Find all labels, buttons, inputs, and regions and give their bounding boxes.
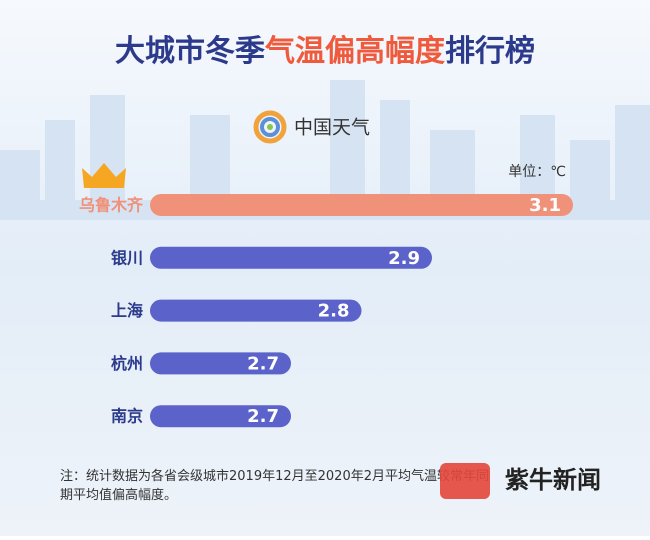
- bar: [150, 405, 291, 428]
- logo-text: 中国天气: [294, 117, 370, 139]
- value-label: 2.7: [247, 353, 279, 374]
- unit-label: 单位：℃: [508, 164, 566, 180]
- y-tick-label: 南京: [111, 407, 143, 426]
- bar: [150, 246, 432, 269]
- chart-title: 大城市冬季气温偏高幅度排行榜: [115, 34, 535, 69]
- value-label: 2.7: [247, 406, 279, 427]
- value-label: 2.8: [318, 301, 350, 322]
- value-label: 2.9: [388, 248, 420, 269]
- bar: [150, 352, 291, 375]
- y-tick-label: 乌鲁木齐: [79, 196, 144, 215]
- title-part: 大城市冬季: [115, 34, 265, 69]
- logo: [253, 110, 287, 144]
- watermark: 紫牛新闻: [505, 466, 601, 494]
- watermark-icon: [440, 463, 490, 499]
- value-label: 3.1: [529, 195, 561, 216]
- note: 注：统计数据为各省会级城市2019年12月至2020年2月平均气温较常年同期平均…: [60, 468, 489, 503]
- note-text-line: 期平均值偏高幅度。: [60, 487, 177, 503]
- y-tick-label: 银川: [111, 248, 143, 267]
- crown-icon: [82, 163, 126, 188]
- y-tick-label: 杭州: [111, 354, 143, 373]
- y-tick-label: 上海: [111, 301, 143, 320]
- title-part: 气温偏高幅度: [265, 34, 445, 69]
- title-part: 排行榜: [445, 34, 535, 69]
- bar: [150, 194, 573, 216]
- note-text: 注：统计数据为各省会级城市2019年12月至2020年2月平均气温较常年同: [60, 468, 489, 484]
- bar: [150, 299, 362, 322]
